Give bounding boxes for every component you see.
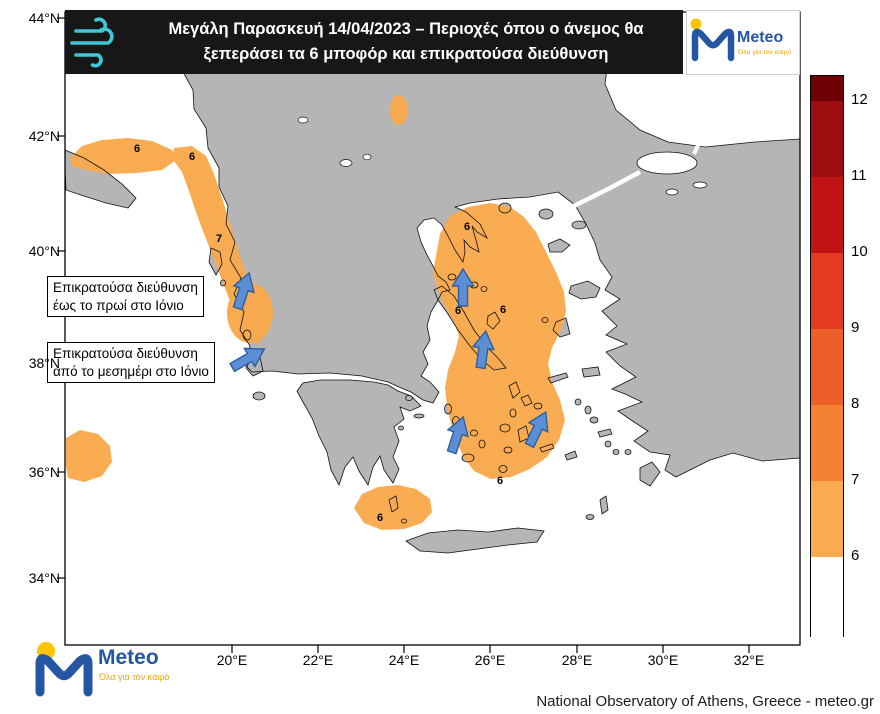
logo-m-glyph xyxy=(691,28,735,62)
logo-m-glyph xyxy=(35,654,93,697)
meteo-logo-bottom: Meteo Όλα για τον καιρό xyxy=(28,632,208,709)
wind-area-corfu-sea xyxy=(227,283,273,343)
straits-and-lakes xyxy=(297,116,708,209)
beaufort-label: 7 xyxy=(216,233,222,245)
beaufort-label: 6 xyxy=(500,304,506,316)
beaufort-label: 6 xyxy=(464,221,470,233)
sea-of-marmara xyxy=(636,151,698,175)
colorbar-segment xyxy=(811,481,843,557)
callout-ionian-afternoon: Επικρατούσα διεύθυνση από το μεσημέρι στ… xyxy=(47,342,215,384)
colorbar-segment xyxy=(811,101,843,177)
callout1-line1: Επικρατούσα διεύθυνση xyxy=(53,280,198,295)
title-bar: Μεγάλη Παρασκευή 14/04/2023 – Περιοχές ό… xyxy=(65,10,683,74)
lake xyxy=(362,153,372,161)
wind-direction-arrow xyxy=(471,329,495,370)
wind-direction-arrow xyxy=(229,347,266,373)
lat-tick-label: 40°N xyxy=(28,243,60,259)
colorbar-segment xyxy=(811,405,843,481)
colorbar-tick-label: 12 xyxy=(851,91,868,108)
wind-direction-arrow xyxy=(446,415,469,455)
lon-axis-labels: 20°E 22°E 24°E 26°E 28°E 30°E 32°E xyxy=(0,652,810,672)
lake xyxy=(692,181,708,189)
beaufort-label: 6 xyxy=(189,151,195,163)
lon-tick-label: 28°E xyxy=(561,652,593,668)
colorbar-segment xyxy=(811,557,843,637)
callout-ionian-morning: Επικρατούσα διεύθυνση έως το πρωί στο Ιό… xyxy=(47,276,204,318)
colorbar-segment xyxy=(811,76,843,101)
colorbar-labels: 12 11 10 9 8 7 6 xyxy=(851,75,879,637)
meteo-logo-top: Meteo Όλα για τον καιρό xyxy=(686,10,800,75)
lon-tick-label: 20°E xyxy=(216,652,248,668)
lat-tick-label: 38°N xyxy=(28,355,60,371)
map-title: Μεγάλη Παρασκευή 14/04/2023 – Περιοχές ό… xyxy=(129,17,683,67)
logo-name: Meteo xyxy=(737,29,783,46)
wind-area-aegean xyxy=(433,203,566,479)
beaufort-label: 6 xyxy=(134,143,140,155)
logo-tagline: Όλα για τον καιρό xyxy=(737,48,791,56)
lat-tick-label: 34°N xyxy=(28,570,60,586)
beaufort-label: 6 xyxy=(377,512,383,524)
wind-area-south-ionian xyxy=(66,430,112,482)
lake xyxy=(297,116,309,124)
callout1-line2: έως το πρωί στο Ιόνιο xyxy=(53,297,184,313)
wind-direction-arrow xyxy=(524,410,549,449)
wind-direction-arrow xyxy=(232,271,255,311)
beaufort-labels: 6 6 7 6 6 6 6 6 xyxy=(134,143,506,524)
lat-tick-label: 44°N xyxy=(28,10,60,26)
colorbar xyxy=(810,75,844,637)
callout2-line1: Επικρατούσα διεύθυνση xyxy=(53,346,198,361)
logo-dot xyxy=(690,18,702,30)
colorbar-tick-label: 9 xyxy=(851,319,860,336)
lat-tick-label: 36°N xyxy=(28,464,60,480)
beaufort-label: 6 xyxy=(497,475,503,487)
bosphorus-strait xyxy=(692,138,703,155)
wind-arrows xyxy=(229,267,549,455)
lat-tick-label: 42°N xyxy=(28,128,60,144)
wind-area-west-of-crete xyxy=(354,485,432,530)
dardanelles-strait xyxy=(572,170,642,209)
lon-tick-label: 26°E xyxy=(474,652,506,668)
colorbar-tick-label: 7 xyxy=(851,471,860,488)
colorbar-segment xyxy=(811,177,843,253)
colorbar-tick-label: 8 xyxy=(851,395,860,412)
logo-name: Meteo xyxy=(98,646,159,669)
colorbar-segment xyxy=(811,253,843,329)
credit-text: National Observatory of Athens, Greece -… xyxy=(536,693,874,710)
lon-tick-label: 24°E xyxy=(388,652,420,668)
map-title-line2: ξεπεράσει τα 6 μποφόρ και επικρατούσα δι… xyxy=(203,45,609,63)
lon-tick-label: 30°E xyxy=(647,652,679,668)
colorbar-tick-label: 11 xyxy=(851,167,867,184)
colorbar-tick-label: 10 xyxy=(851,243,868,260)
colorbar-tick-label: 6 xyxy=(851,547,860,564)
lake xyxy=(665,188,679,196)
axis-ticks xyxy=(57,17,750,653)
wind-area-adriatic xyxy=(70,138,176,174)
beaufort-label: 6 xyxy=(455,305,461,317)
callout2-line2: από το μεσημέρι στο Ιόνιο xyxy=(53,363,209,379)
lon-tick-label: 32°E xyxy=(733,652,765,668)
wind-direction-arrow xyxy=(451,267,475,307)
map-title-line1: Μεγάλη Παρασκευή 14/04/2023 – Περιοχές ό… xyxy=(168,20,644,39)
lon-tick-label: 22°E xyxy=(302,652,334,668)
colorbar-segment xyxy=(811,329,843,405)
lake xyxy=(339,159,353,167)
wind-area-north-balkan xyxy=(390,95,408,125)
lat-axis-labels: 44°N 42°N 40°N 38°N 36°N 34°N xyxy=(16,0,60,660)
wind-icon xyxy=(70,17,114,68)
logo-tagline: Όλα για τον καιρό xyxy=(98,672,169,682)
